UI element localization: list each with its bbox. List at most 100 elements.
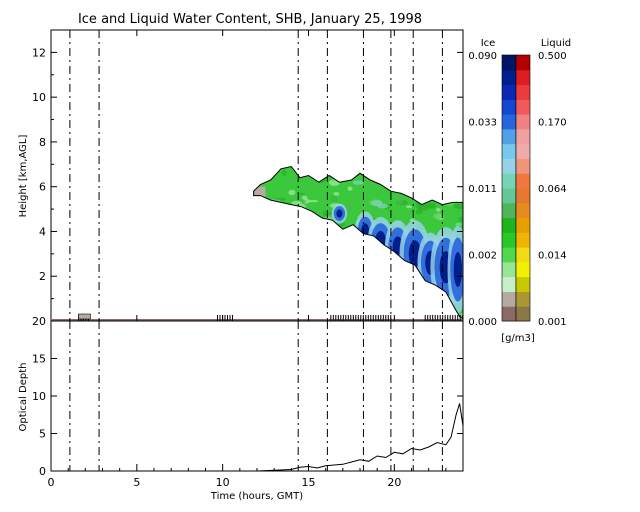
cloud-texture-patch [320, 256, 331, 261]
cloud-texture-patch [392, 297, 404, 302]
cloud-texture-patch [264, 304, 278, 312]
cloud-texture-patch [377, 203, 389, 209]
cloud-texture-patch [333, 192, 340, 196]
chart-title: Ice and Liquid Water Content, SHB, Janua… [78, 12, 422, 27]
cloud-texture-patch [269, 252, 274, 258]
ice-colorbar-color-cell [502, 69, 516, 86]
cloud-texture-patch [425, 286, 432, 293]
cloud-texture-patch [433, 212, 445, 220]
cloud-texture-patch [273, 207, 287, 210]
cloud-texture-patch [348, 261, 357, 264]
cloud-texture-patch [455, 222, 462, 227]
cloud-texture-patch [280, 290, 286, 295]
ice-colorbar-color-cell [502, 99, 516, 115]
liquid-colorbar-tick-label: 0.001 [538, 317, 567, 328]
liquid-colorbar-color-cell [516, 217, 530, 233]
cloud-texture-patch [436, 208, 441, 212]
cloud-texture-patch [343, 173, 350, 178]
cloud-texture-patch [291, 200, 302, 206]
cloud-texture-patch [400, 273, 414, 279]
cloud-texture-patch [282, 315, 294, 318]
cloud-texture-patch [286, 213, 294, 220]
cloud-texture-patch [323, 290, 337, 295]
cloud-texture-patch [405, 294, 413, 300]
cloud-texture-patch [449, 196, 463, 201]
liquid-colorbar-color-cell [516, 69, 530, 86]
cloud-texture-patch [453, 203, 463, 210]
cloud-texture-patch [279, 278, 289, 283]
cloud-texture-patch [370, 287, 376, 291]
cloud-texture-patch [374, 311, 385, 314]
cloud-texture-patch [330, 195, 338, 203]
cloud-texture-patch [397, 178, 407, 181]
cloud-texture-patch [267, 292, 276, 299]
cloud-texture-patch [447, 196, 456, 200]
cloud-texture-patch [352, 309, 363, 316]
cloud-texture-patch [338, 303, 353, 308]
cloud-texture-patch [288, 189, 296, 196]
liquid-colorbar-tick-label: 0.014 [538, 251, 567, 262]
cloud-texture-patch [253, 310, 267, 314]
top-y-tick-label: 2 [39, 270, 46, 283]
colorbar-ticks: 0.000 0.002 0.011 0.033 0.090 0.001 0.014 0.064… [468, 51, 566, 328]
cloud-texture-patch [315, 304, 321, 309]
cloud-texture-patch [400, 297, 413, 304]
cloud-texture-patch [361, 251, 367, 258]
ice-colorbar-color-cell [502, 247, 516, 263]
ice-colorbar-color-cell [502, 202, 516, 219]
cloud-texture-patch [366, 311, 374, 315]
cloud-texture-patch [378, 296, 385, 302]
cloud-texture-patch [254, 309, 269, 314]
cloud-texture-patch [372, 264, 383, 267]
cloud-texture-patch [353, 246, 358, 252]
liquid-colorbar-color-cell [516, 276, 530, 292]
cloud-texture-patch [282, 300, 293, 305]
cloud-texture-patch [357, 309, 366, 313]
cloud-texture-patch [434, 288, 439, 295]
cloud-texture-patch [351, 194, 358, 198]
cloud-texture-patch [397, 172, 407, 177]
cloud-texture-patch [305, 273, 312, 280]
cloud-field [253, 166, 463, 319]
cloud-texture-patch [341, 254, 354, 262]
ice-colorbar-tick-label: 0.090 [468, 51, 497, 62]
cloud-texture-patch [296, 295, 304, 303]
cloud-texture-patch [328, 301, 338, 305]
cloud-texture-patch [413, 312, 426, 317]
ice-colorbar-color-cell [502, 84, 516, 100]
cloud-texture-patch [319, 299, 331, 303]
cloud-texture-patch [385, 297, 400, 304]
cloud-texture-patch [313, 278, 323, 284]
x-tick-label: 5 [133, 476, 140, 489]
cloud-texture-patch [321, 227, 330, 235]
cloud-texture-patch [308, 262, 316, 269]
cloud-texture-patch [431, 196, 436, 199]
cloud-texture-patch [421, 298, 429, 302]
bottom-plot-area [51, 321, 464, 472]
cloud-texture-patch [353, 306, 361, 311]
cloud-texture-patch [364, 183, 372, 188]
cloud-texture-patch [281, 294, 294, 300]
bottom-y-tick-label: 0 [39, 465, 46, 478]
top-y-tick-label: 12 [32, 46, 46, 59]
cloud-texture-patch [347, 186, 353, 191]
cloud-texture-patch [280, 209, 292, 215]
cloud-texture-patch [331, 276, 339, 283]
cloud-texture-patch [253, 234, 265, 241]
ice-colorbar-color-cell [502, 276, 516, 292]
ice-colorbar-tick-label: 0.033 [468, 118, 497, 129]
liquid-colorbar [515, 54, 531, 322]
cloud-texture-patch [272, 254, 279, 259]
cloud-texture-patch [281, 241, 288, 245]
cloud-texture-patch [353, 302, 366, 308]
cloud-texture-patch [324, 279, 332, 286]
cloud-texture-patch [358, 168, 363, 173]
ice-colorbar-color-cell [502, 55, 516, 71]
top-y-tick-label: 4 [39, 225, 46, 238]
cloud-texture-patch [303, 243, 308, 247]
cloud-texture-patch [298, 192, 305, 195]
surface-blob [78, 313, 91, 320]
cloud-texture-patch [301, 255, 311, 259]
x-tick-label: 15 [302, 476, 316, 489]
cloud-texture-patch [406, 205, 413, 209]
